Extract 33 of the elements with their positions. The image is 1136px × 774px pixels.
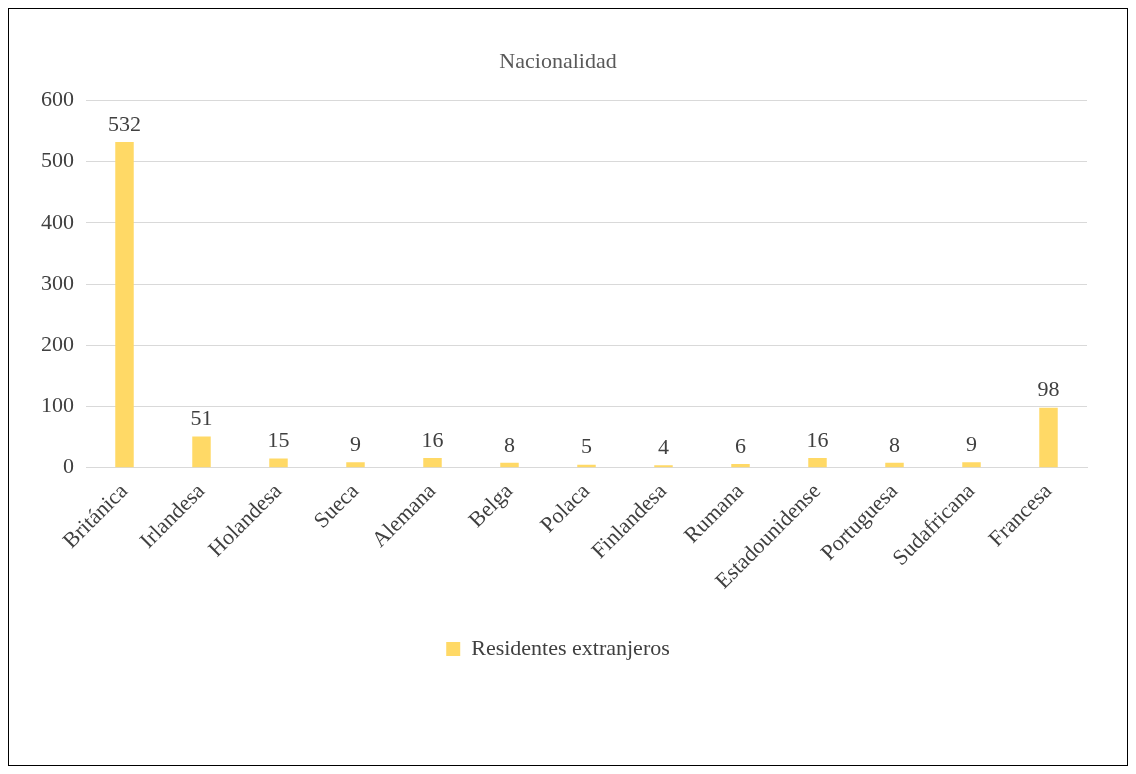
data-label: 16	[421, 426, 444, 452]
bar	[192, 436, 211, 468]
data-label: 9	[350, 430, 361, 456]
y-tick-label: 0	[63, 453, 74, 479]
data-label: 8	[889, 431, 900, 457]
bar	[115, 142, 134, 468]
bar	[1039, 407, 1058, 468]
bar	[731, 464, 750, 468]
y-tick-label: 600	[41, 86, 74, 112]
legend-label: Residentes extranjeros	[471, 634, 670, 660]
data-label: 51	[190, 405, 213, 431]
data-label: 9	[966, 430, 977, 456]
data-label: 15	[267, 427, 290, 453]
y-tick-label: 100	[41, 392, 74, 418]
bar	[500, 462, 519, 468]
bar	[885, 462, 904, 468]
bar	[269, 458, 288, 468]
chart-title: Nacionalidad	[499, 47, 617, 73]
y-tick-label: 200	[41, 331, 74, 357]
data-label: 5	[581, 433, 592, 459]
y-tick-label: 400	[41, 208, 74, 234]
data-label: 532	[108, 110, 141, 136]
y-tick-label: 300	[41, 269, 74, 295]
bar	[346, 462, 365, 468]
y-tick-label: 500	[41, 147, 74, 173]
data-label: 4	[658, 434, 669, 460]
bar	[423, 457, 442, 468]
bar	[808, 457, 827, 468]
bar	[962, 462, 981, 468]
data-label: 16	[806, 426, 829, 452]
data-label: 98	[1037, 376, 1060, 402]
data-label: 8	[504, 431, 515, 457]
data-label: 6	[735, 432, 746, 458]
